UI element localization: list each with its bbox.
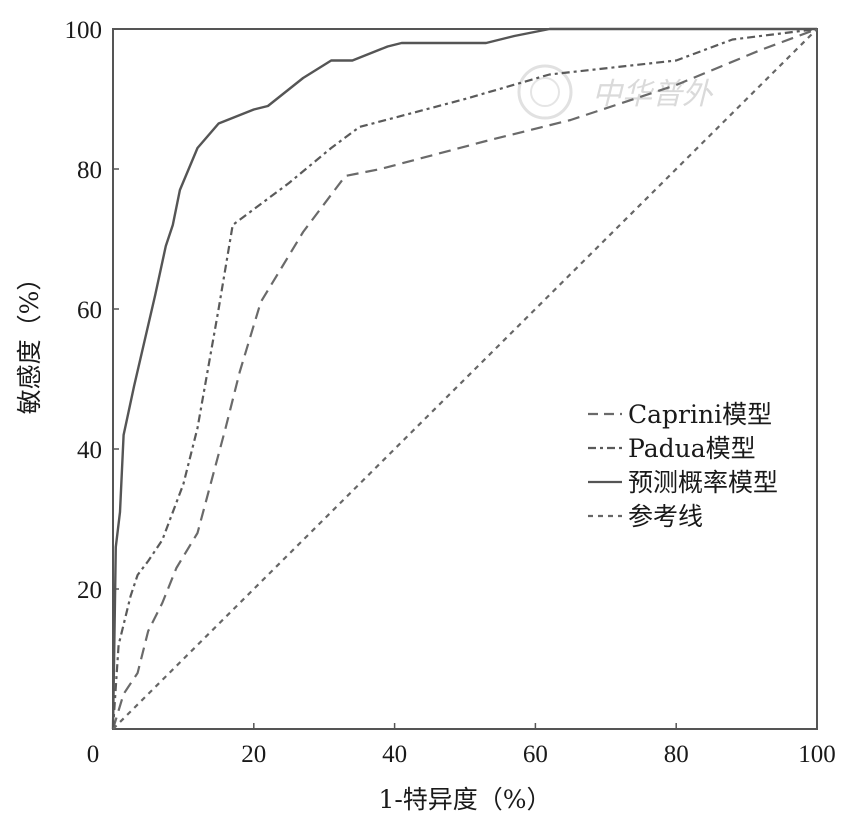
x-axis-title: 1-特异度（%） (378, 785, 551, 814)
x-tick-label: 60 (523, 741, 548, 768)
x-tick-label: 0 (87, 741, 100, 768)
y-tick-label: 40 (77, 437, 102, 464)
x-tick-labels: 0 20 40 60 80 100 (87, 741, 836, 768)
y-axis-title: 敏感度（%） (15, 266, 44, 415)
plot-frame (112, 28, 818, 730)
series-line-2 (111, 27, 818, 730)
y-tick-label: 100 (65, 17, 103, 44)
legend-label: 参考线 (628, 502, 703, 531)
y-tick-labels: 20 40 60 80 100 (65, 17, 103, 604)
watermark-seal-icon (517, 64, 573, 120)
series-line-3 (111, 27, 817, 730)
legend-label: 预测概率模型 (628, 468, 778, 497)
y-tick-label: 80 (77, 157, 102, 184)
x-tick-label: 40 (382, 741, 407, 768)
legend-label: Caprini模型 (628, 400, 772, 429)
series-layer (111, 27, 818, 730)
series-line-1 (111, 27, 818, 730)
y-tick-label: 20 (77, 577, 102, 604)
x-tick-label: 100 (798, 741, 836, 768)
watermark-seal-inner-icon (530, 77, 560, 107)
x-tick-label: 80 (664, 741, 689, 768)
series-line-4 (112, 28, 818, 730)
x-tick-label: 20 (241, 741, 266, 768)
y-tick-label: 60 (77, 297, 102, 324)
legend-label: Padua模型 (628, 434, 756, 463)
